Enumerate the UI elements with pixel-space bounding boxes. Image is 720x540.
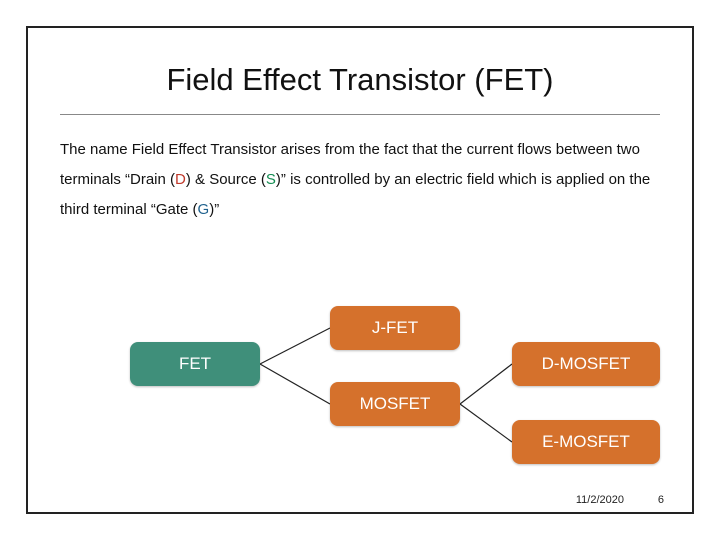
node-label-mosfet: MOSFET: [360, 394, 431, 414]
node-jfet: J-FET: [330, 306, 460, 350]
node-label-dmos: D-MOSFET: [542, 354, 631, 374]
node-label-root: FET: [179, 354, 211, 374]
node-mosfet: MOSFET: [330, 382, 460, 426]
source-letter: S: [266, 171, 276, 188]
title-underline: [60, 114, 660, 115]
tree-diagram: FET J-FET MOSFET D-MOSFET E-MOSFET: [60, 300, 660, 500]
node-root: FET: [130, 342, 260, 386]
body-paragraph: The name Field Effect Transistor arises …: [60, 135, 660, 225]
edge-root-jfet: [260, 328, 330, 364]
node-label-jfet: J-FET: [372, 318, 418, 338]
footer-date: 11/2/2020: [576, 494, 624, 506]
node-dmos: D-MOSFET: [512, 342, 660, 386]
edge-mosfet-dmos: [460, 364, 512, 404]
node-emos: E-MOSFET: [512, 420, 660, 464]
footer-page: 6: [658, 494, 664, 506]
edge-mosfet-emos: [460, 404, 512, 442]
gate-letter: G: [198, 201, 210, 218]
body-mid1: ) & Source (: [186, 171, 266, 188]
body-post: )”: [209, 201, 219, 218]
node-label-emos: E-MOSFET: [542, 432, 630, 452]
page-title: Field Effect Transistor (FET): [0, 62, 720, 98]
edge-root-mosfet: [260, 364, 330, 404]
drain-letter: D: [175, 171, 186, 188]
